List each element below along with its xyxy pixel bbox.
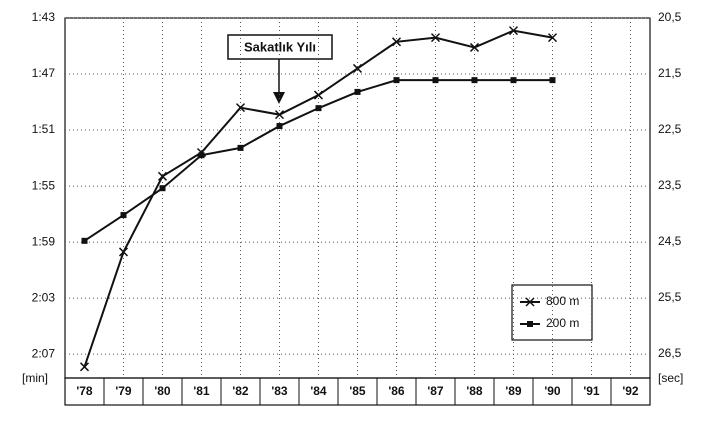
x-tick-label: '78 [76, 384, 93, 398]
y-tick-label: 1:43 [32, 10, 56, 24]
point [81, 237, 88, 244]
y2-tick-label: 23,5 [658, 178, 682, 192]
x-tick-label: '92 [622, 384, 639, 398]
point [276, 123, 283, 130]
y2-tick-label: 24,5 [658, 234, 682, 248]
x-tick-label: '87 [427, 384, 444, 398]
point [469, 42, 480, 52]
point [471, 77, 478, 84]
point [352, 63, 363, 73]
x-tick-label: '81 [193, 384, 210, 398]
x-tick-label: '84 [310, 384, 327, 398]
x-tick-label: '82 [232, 384, 249, 398]
y-axis-label: [min] [22, 371, 48, 385]
point [313, 90, 324, 100]
x-tick-label: '80 [154, 384, 171, 398]
x-tick-label: '88 [466, 384, 483, 398]
series-line [83, 79, 553, 242]
point [508, 26, 519, 36]
point [391, 37, 402, 47]
point [527, 321, 533, 327]
y-tick-label: 1:47 [32, 66, 56, 80]
x-tick-label: '89 [505, 384, 522, 398]
point [393, 77, 400, 84]
point [120, 212, 127, 219]
point [525, 297, 535, 307]
y2-tick-label: 21,5 [658, 66, 682, 80]
y2-tick-label: 20,5 [658, 10, 682, 24]
x-tick-label: '79 [115, 384, 132, 398]
point [159, 185, 166, 192]
point [157, 171, 168, 181]
y2-tick-label: 26,5 [658, 346, 682, 360]
y-tick-label: 1:55 [32, 178, 56, 192]
y-tick-label: 1:59 [32, 234, 56, 248]
x-tick-label: '91 [583, 384, 600, 398]
y2-axis-label: [sec] [658, 371, 683, 385]
point [235, 103, 246, 113]
x-tick-label: '83 [271, 384, 288, 398]
y-tick-label: 2:03 [32, 290, 56, 304]
y2-tick-label: 22,5 [658, 122, 682, 136]
point [79, 362, 90, 372]
point [510, 77, 517, 84]
point [354, 88, 361, 95]
y-tick-label: 1:51 [32, 122, 56, 136]
point [237, 144, 244, 151]
y-tick-label: 2:07 [32, 346, 56, 360]
point [430, 33, 441, 43]
point [547, 33, 558, 43]
point [432, 77, 439, 84]
x-tick-label: '90 [544, 384, 561, 398]
x-tick-label: '86 [388, 384, 405, 398]
y2-tick-label: 25,5 [658, 290, 682, 304]
legend-label: 800 m [546, 294, 579, 308]
point [118, 247, 129, 257]
point [549, 77, 556, 84]
x-tick-label: '85 [349, 384, 366, 398]
point [315, 105, 322, 112]
point [274, 110, 285, 120]
x-band [64, 377, 651, 406]
point [198, 152, 205, 159]
legend-label: 200 m [546, 316, 579, 330]
